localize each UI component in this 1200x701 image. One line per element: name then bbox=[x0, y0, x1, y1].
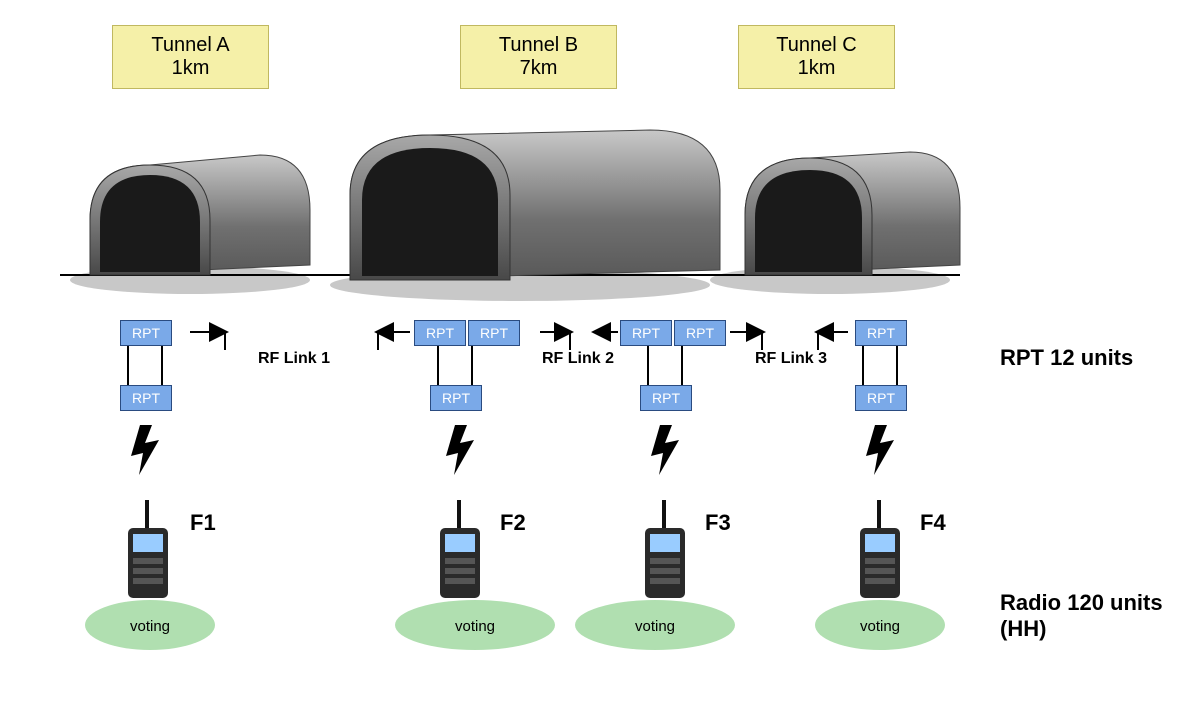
rpt-box: RPT bbox=[120, 385, 172, 411]
tunnel-c-icon bbox=[745, 152, 960, 275]
rflink-2-label: RF Link 2 bbox=[542, 350, 614, 368]
radio-units-l2: (HH) bbox=[1000, 616, 1046, 641]
rflink-1-label: RF Link 1 bbox=[258, 350, 330, 368]
rpt-box: RPT bbox=[620, 320, 672, 346]
voting-label: voting bbox=[85, 618, 215, 635]
rpt-box: RPT bbox=[674, 320, 726, 346]
freq-f2: F2 bbox=[500, 510, 526, 536]
tunnel-a-label: Tunnel A 1km bbox=[112, 25, 269, 89]
tunnel-a-dist: 1km bbox=[113, 57, 268, 80]
tunnel-a-name: Tunnel A bbox=[113, 34, 268, 57]
freq-f4: F4 bbox=[920, 510, 946, 536]
rpt-box: RPT bbox=[414, 320, 466, 346]
lightning-icon bbox=[131, 425, 894, 475]
rpt-box: RPT bbox=[855, 385, 907, 411]
tunnel-c-label: Tunnel C 1km bbox=[738, 25, 895, 89]
tunnel-c-name: Tunnel C bbox=[739, 34, 894, 57]
tunnel-a-icon bbox=[90, 155, 310, 275]
freq-f3: F3 bbox=[705, 510, 731, 536]
voting-label: voting bbox=[410, 618, 540, 635]
tunnel-b-label: Tunnel B 7km bbox=[460, 25, 617, 89]
rpt-box: RPT bbox=[120, 320, 172, 346]
voting-label: voting bbox=[815, 618, 945, 635]
rpt-box: RPT bbox=[468, 320, 520, 346]
rpt-box: RPT bbox=[855, 320, 907, 346]
rpt-box: RPT bbox=[640, 385, 692, 411]
tunnel-c-dist: 1km bbox=[739, 57, 894, 80]
freq-f1: F1 bbox=[190, 510, 216, 536]
rpt-box: RPT bbox=[430, 385, 482, 411]
radio-units-l1: Radio 120 units bbox=[1000, 590, 1163, 615]
tunnel-b-icon bbox=[350, 130, 720, 280]
radio-units-label: Radio 120 units (HH) bbox=[1000, 590, 1163, 642]
rflink-3-label: RF Link 3 bbox=[755, 350, 827, 368]
voting-label: voting bbox=[590, 618, 720, 635]
rpt-units-label: RPT 12 units bbox=[1000, 345, 1133, 371]
tunnel-b-name: Tunnel B bbox=[461, 34, 616, 57]
tunnel-b-dist: 7km bbox=[461, 57, 616, 80]
